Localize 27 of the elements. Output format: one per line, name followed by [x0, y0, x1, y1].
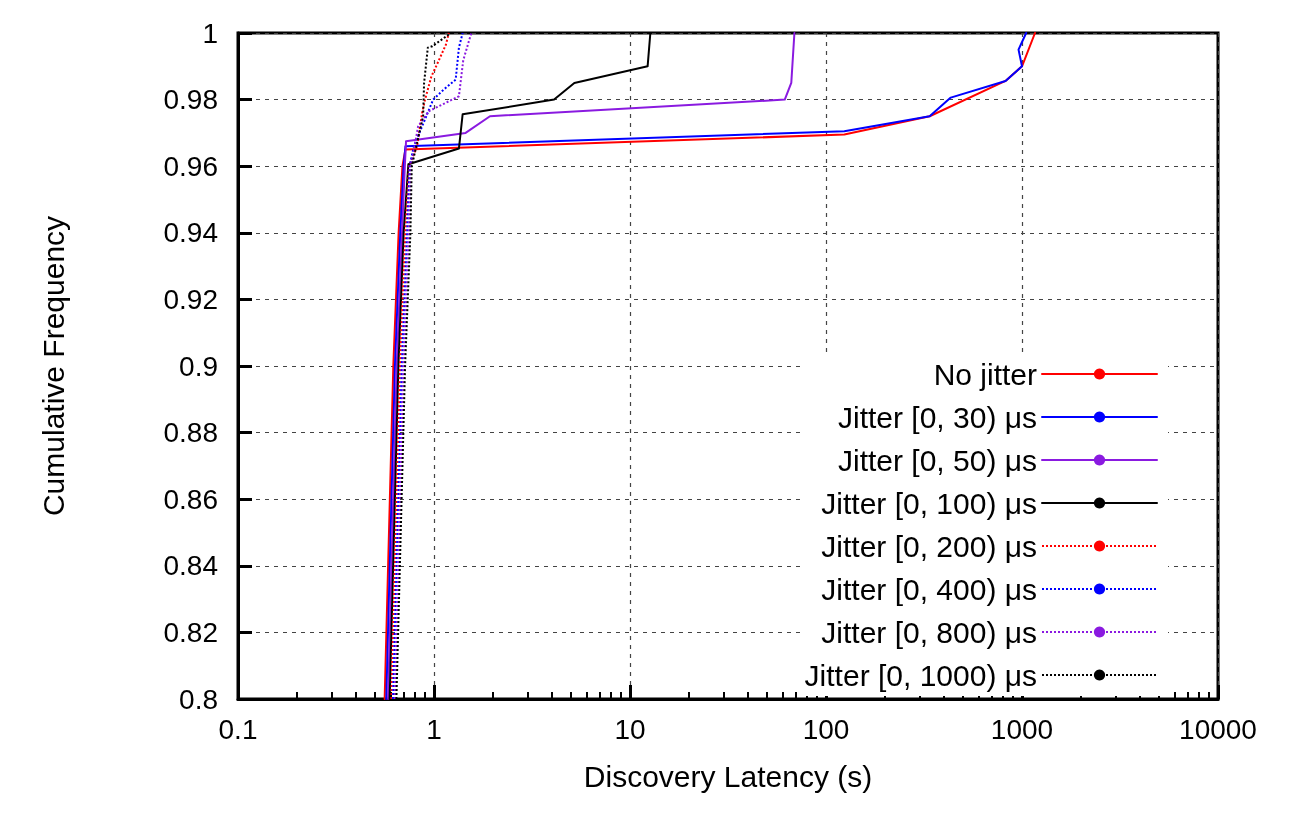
legend-label: Jitter [0, 50) μs: [837, 443, 1037, 477]
y-tick-label: 0.92: [163, 283, 218, 315]
y-tick-label: 0.86: [163, 483, 218, 515]
legend-label: Jitter [0, 100) μs: [821, 486, 1037, 520]
x-tick-label: 10000: [1179, 713, 1257, 745]
x-tick-label: 0.1: [218, 713, 258, 745]
x-tick-label: 10: [614, 713, 646, 745]
y-tick-label: 0.88: [163, 417, 218, 449]
y-tick-label: 0.84: [163, 550, 218, 582]
legend-label: Jitter [0, 400) μs: [821, 572, 1037, 606]
y-axis-title: Cumulative Frequency: [36, 215, 70, 517]
x-tick-label: 1: [426, 713, 442, 745]
y-tick-label: 0.9: [179, 350, 218, 382]
y-tick-label: 0.8: [179, 683, 218, 715]
x-axis-title: Discovery Latency (s): [583, 759, 873, 793]
y-tick-label: 0.94: [163, 217, 218, 249]
x-tick-label: 100: [802, 713, 850, 745]
legend-label: Jitter [0, 1000) μs: [804, 658, 1037, 692]
y-tick-label: 1: [202, 17, 218, 49]
y-tick-label: 0.82: [163, 616, 218, 648]
y-tick-label: 0.98: [163, 84, 218, 116]
x-tick-label: 1000: [990, 713, 1054, 745]
legend-label: Jitter [0, 800) μs: [821, 615, 1037, 649]
legend-label: Jitter [0, 200) μs: [821, 529, 1037, 563]
legend-label: No jitter: [933, 357, 1038, 391]
y-tick-label: 0.96: [163, 150, 218, 182]
legend-label: Jitter [0, 30) μs: [837, 400, 1037, 434]
